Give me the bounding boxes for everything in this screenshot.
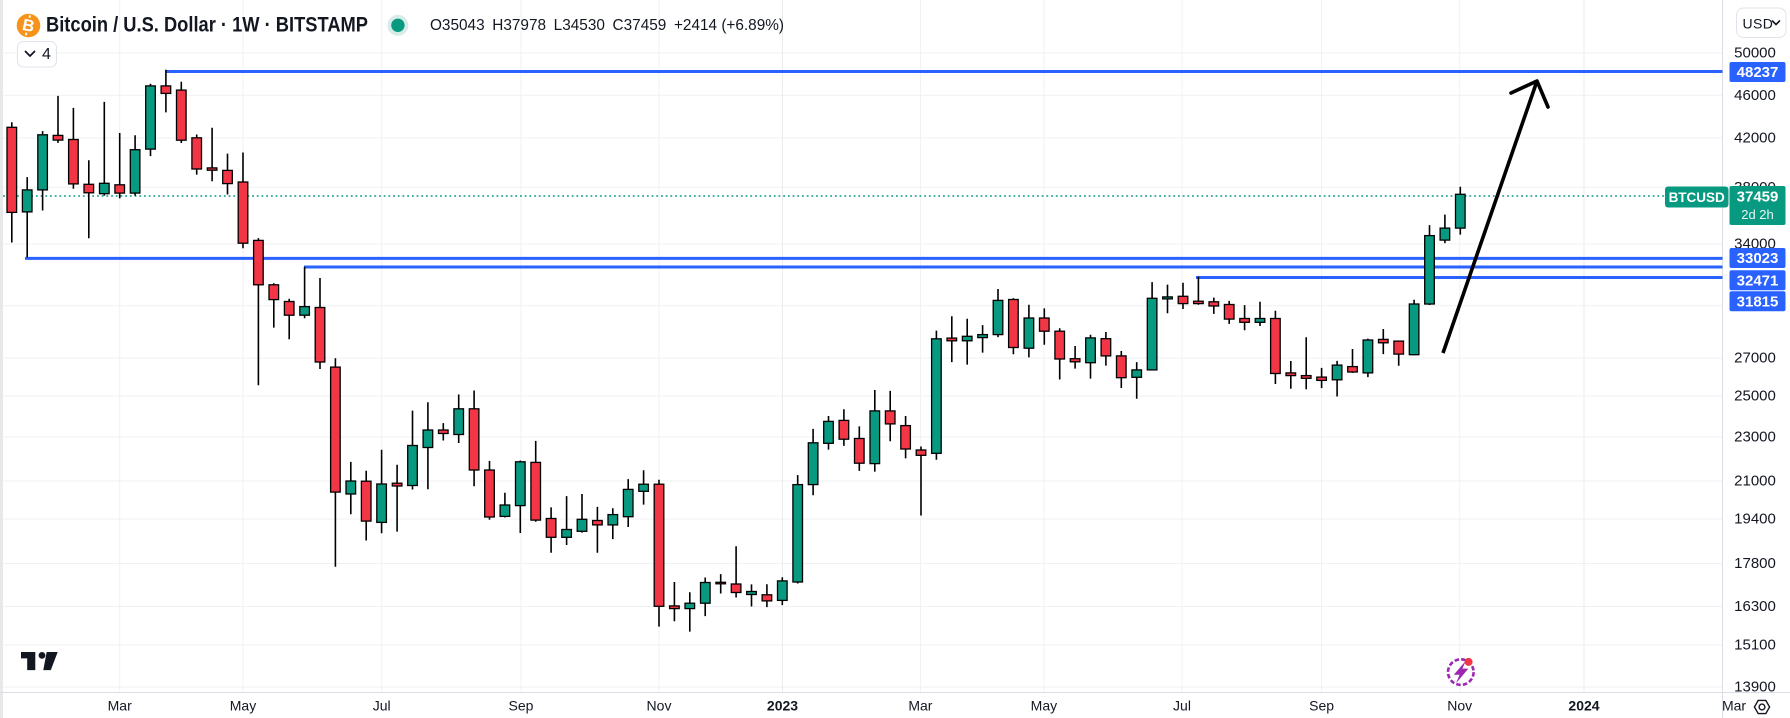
- svg-text:Sep: Sep: [1309, 698, 1334, 714]
- svg-text:31815: 31815: [1737, 293, 1779, 310]
- svg-text:B: B: [21, 16, 36, 36]
- svg-text:Nov: Nov: [1447, 698, 1472, 714]
- svg-text:Mar: Mar: [108, 698, 132, 714]
- svg-text:Nov: Nov: [647, 698, 672, 714]
- svg-text:46000: 46000: [1734, 87, 1776, 104]
- svg-text:Bitcoin / U.S. Dollar · 1W · B: Bitcoin / U.S. Dollar · 1W · BITSTAMP: [46, 14, 368, 37]
- svg-text:O35043 H37978 L34530 C37459 +2: O35043 H37978 L34530 C37459 +2414 (+6.89…: [430, 17, 784, 34]
- svg-text:21000: 21000: [1734, 473, 1776, 490]
- svg-text:32471: 32471: [1737, 272, 1779, 289]
- svg-text:Sep: Sep: [509, 698, 534, 714]
- svg-text:19400: 19400: [1734, 511, 1776, 528]
- svg-text:16300: 16300: [1734, 598, 1776, 615]
- svg-text:May: May: [230, 698, 256, 714]
- svg-text:25000: 25000: [1734, 388, 1776, 405]
- svg-text:17800: 17800: [1734, 555, 1776, 572]
- svg-text:13900: 13900: [1734, 679, 1776, 696]
- svg-text:42000: 42000: [1734, 130, 1776, 147]
- svg-text:Jul: Jul: [1173, 698, 1191, 714]
- svg-text:15100: 15100: [1734, 637, 1776, 654]
- svg-text:33023: 33023: [1737, 250, 1779, 267]
- svg-text:Jul: Jul: [373, 698, 391, 714]
- svg-text:BTCUSD: BTCUSD: [1669, 190, 1725, 205]
- svg-text:USD: USD: [1743, 16, 1774, 32]
- svg-text:23000: 23000: [1734, 429, 1776, 446]
- svg-text:Mar: Mar: [908, 698, 932, 714]
- svg-text:2023: 2023: [767, 698, 798, 714]
- svg-text:Mar: Mar: [1722, 698, 1746, 714]
- svg-text:27000: 27000: [1734, 350, 1776, 367]
- svg-text:4: 4: [42, 46, 51, 63]
- svg-text:2024: 2024: [1568, 698, 1599, 714]
- svg-text:50000: 50000: [1734, 45, 1776, 62]
- svg-text:2d 2h: 2d 2h: [1741, 207, 1774, 222]
- svg-text:37459: 37459: [1737, 189, 1779, 206]
- svg-text:48237: 48237: [1737, 64, 1779, 81]
- svg-text:May: May: [1031, 698, 1057, 714]
